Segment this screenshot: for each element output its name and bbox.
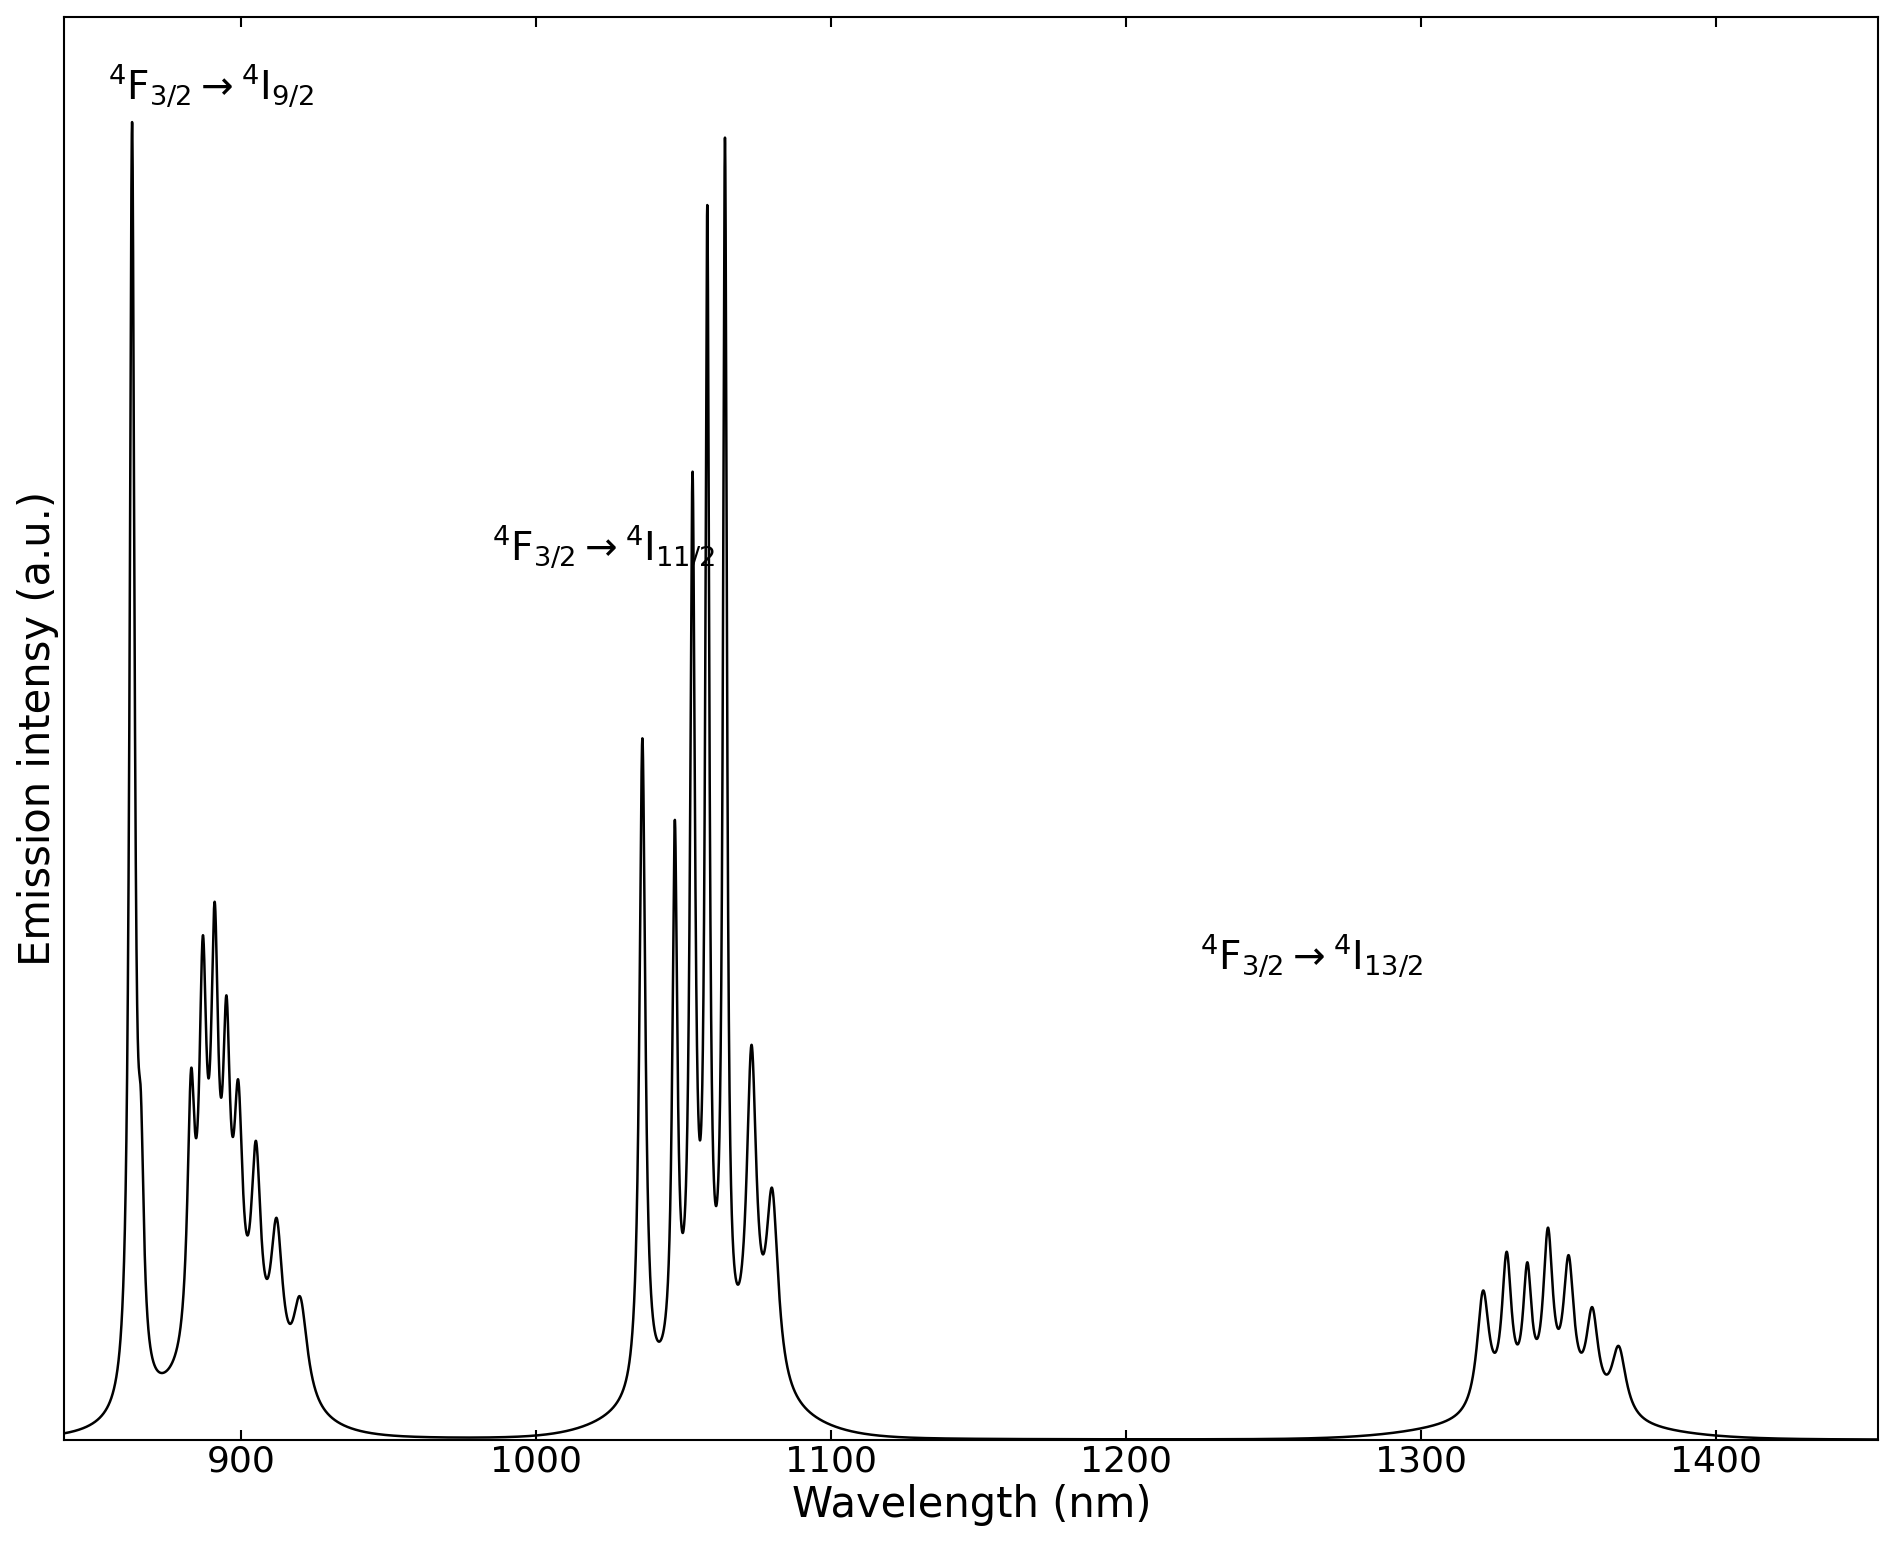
- Text: $^4\mathregular{F}_{3/2}$$\rightarrow$$^4\mathregular{I}_{11/2}$: $^4\mathregular{F}_{3/2}$$\rightarrow$$^…: [493, 523, 714, 571]
- Text: $^4\mathregular{F}_{3/2}$$\rightarrow$$^4\mathregular{I}_{13/2}$: $^4\mathregular{F}_{3/2}$$\rightarrow$$^…: [1200, 932, 1423, 978]
- Text: $^4\mathregular{F}_{3/2}$$\rightarrow$$^4\mathregular{I}_{9/2}$: $^4\mathregular{F}_{3/2}$$\rightarrow$$^…: [108, 62, 315, 110]
- X-axis label: Wavelength (nm): Wavelength (nm): [792, 1484, 1150, 1526]
- Y-axis label: Emission intensy (a.u.): Emission intensy (a.u.): [17, 491, 59, 966]
